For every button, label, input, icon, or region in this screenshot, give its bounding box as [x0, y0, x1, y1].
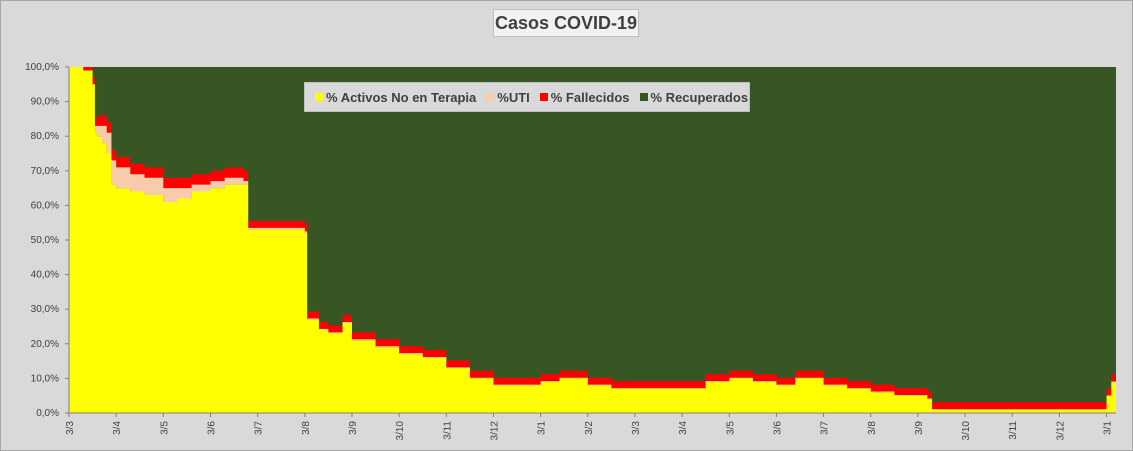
y-tick-label: 60,0% — [31, 200, 59, 211]
x-tick-label: 3/3 — [65, 421, 76, 435]
x-tick-label: 3/12 — [1055, 421, 1066, 441]
x-tick-label: 3/9 — [914, 421, 925, 435]
legend-swatch — [315, 93, 323, 101]
chart-title: Casos COVID-19 — [493, 9, 639, 37]
x-tick-label: 3/4 — [112, 421, 123, 435]
legend-label: % Recuperados — [650, 89, 749, 105]
legend-label: %UTI — [497, 89, 530, 105]
x-tick-label: 3/1 — [537, 421, 548, 435]
x-tick-label: 3/5 — [725, 421, 736, 435]
x-tick-label: 3/9 — [348, 421, 359, 435]
x-tick-label: 3/6 — [206, 421, 217, 435]
legend: % Activos No en Terapia %UTI % Fallecidos%… — [304, 82, 750, 112]
legend-swatch — [539, 93, 548, 101]
x-tick-label: 3/5 — [159, 421, 170, 435]
y-tick-label: 50,0% — [31, 235, 59, 246]
y-tick-label: 30,0% — [31, 304, 59, 315]
y-tick-label: 20,0% — [31, 339, 59, 350]
y-tick-label: 100,0% — [25, 62, 59, 73]
x-tick-label: 3/12 — [489, 421, 500, 441]
y-tick-label: 40,0% — [31, 270, 59, 281]
legend-item: %UTI — [486, 90, 530, 105]
legend-item: % Fallecidos — [539, 89, 630, 105]
x-tick-label: 3/1 — [1103, 421, 1114, 435]
x-tick-label: 3/6 — [772, 421, 783, 435]
y-tick-label: 0,0% — [36, 408, 59, 419]
y-tick-label: 70,0% — [31, 166, 59, 177]
legend-label: % Fallecidos — [550, 89, 630, 105]
x-tick-label: 3/3 — [631, 421, 642, 435]
series-area-activos — [69, 67, 1116, 413]
x-tick-label: 3/11 — [1008, 421, 1019, 440]
x-tick-label: 3/8 — [301, 421, 312, 435]
y-tick-label: 80,0% — [31, 131, 59, 142]
x-tick-label: 3/10 — [395, 421, 406, 441]
x-tick-label: 3/4 — [678, 421, 689, 435]
y-tick-label: 10,0% — [31, 373, 59, 384]
x-tick-label: 3/10 — [961, 421, 972, 441]
y-tick-label: 90,0% — [31, 97, 59, 108]
legend-item: % Recuperados — [639, 89, 749, 105]
x-tick-label: 3/7 — [820, 421, 831, 435]
x-tick-label: 3/11 — [442, 421, 453, 440]
x-tick-label: 3/8 — [867, 421, 878, 435]
x-tick-label: 3/7 — [254, 421, 265, 435]
legend-label: % Activos No en Terapia — [326, 89, 477, 105]
legend-item: % Activos No en Terapia — [315, 90, 476, 105]
x-tick-label: 3/2 — [584, 421, 595, 435]
legend-swatch — [639, 93, 648, 101]
legend-swatch — [486, 93, 495, 101]
